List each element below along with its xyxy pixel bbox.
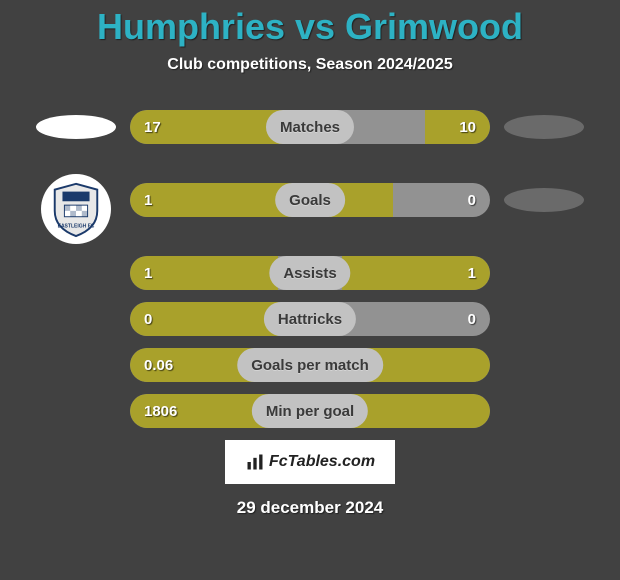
stat-bar: 1806 Min per goal bbox=[130, 394, 490, 428]
stat-value-right: 0 bbox=[468, 302, 476, 336]
bar-fill-right bbox=[425, 110, 490, 144]
svg-text:EASTLEIGH FC: EASTLEIGH FC bbox=[58, 223, 95, 229]
stat-bar: 17 Matches 10 bbox=[130, 110, 490, 144]
player1-club-logo-col: EASTLEIGH FC bbox=[36, 156, 116, 244]
stat-label: Goals bbox=[275, 183, 345, 217]
stat-row: 0.06 Goals per match bbox=[0, 348, 620, 382]
player1-badge-oval bbox=[36, 115, 116, 139]
stat-row: EASTLEIGH FC 1 Goals 0 bbox=[0, 156, 620, 244]
stat-value-left: 0.06 bbox=[144, 348, 173, 382]
brand-text: FcTables.com bbox=[269, 453, 375, 471]
stat-bar: 1 Goals 0 bbox=[130, 183, 490, 217]
player2-badge-oval bbox=[504, 188, 584, 212]
stat-label: Min per goal bbox=[252, 394, 368, 428]
brand-badge: FcTables.com bbox=[225, 440, 395, 484]
stat-value-left: 1 bbox=[144, 183, 152, 217]
page-title: Humphries vs Grimwood bbox=[0, 6, 620, 48]
bar-fill-left bbox=[130, 183, 393, 217]
player2-badge-oval bbox=[504, 115, 584, 139]
page-subtitle: Club competitions, Season 2024/2025 bbox=[0, 56, 620, 74]
stat-bar: 0 Hattricks 0 bbox=[130, 302, 490, 336]
chart-icon bbox=[245, 452, 265, 472]
stat-bar: 0.06 Goals per match bbox=[130, 348, 490, 382]
stat-value-right: 0 bbox=[468, 183, 476, 217]
stat-value-left: 17 bbox=[144, 110, 161, 144]
stat-label: Matches bbox=[266, 110, 354, 144]
stat-label: Hattricks bbox=[264, 302, 356, 336]
stat-row: 1 Assists 1 bbox=[0, 256, 620, 290]
stat-value-left: 0 bbox=[144, 302, 152, 336]
stat-value-left: 1806 bbox=[144, 394, 177, 428]
stat-value-left: 1 bbox=[144, 256, 152, 290]
comparison-infographic: Humphries vs Grimwood Club competitions,… bbox=[0, 0, 620, 518]
stat-label: Assists bbox=[269, 256, 350, 290]
crest-icon: EASTLEIGH FC bbox=[47, 180, 105, 238]
footer-date: 29 december 2024 bbox=[0, 498, 620, 518]
stat-row: 1806 Min per goal bbox=[0, 394, 620, 428]
stat-row: 0 Hattricks 0 bbox=[0, 302, 620, 336]
stat-bar: 1 Assists 1 bbox=[130, 256, 490, 290]
stat-value-right: 10 bbox=[459, 110, 476, 144]
stat-value-right: 1 bbox=[468, 256, 476, 290]
stat-label: Goals per match bbox=[237, 348, 383, 382]
stat-row: 17 Matches 10 bbox=[0, 110, 620, 144]
club-logo: EASTLEIGH FC bbox=[41, 174, 111, 244]
